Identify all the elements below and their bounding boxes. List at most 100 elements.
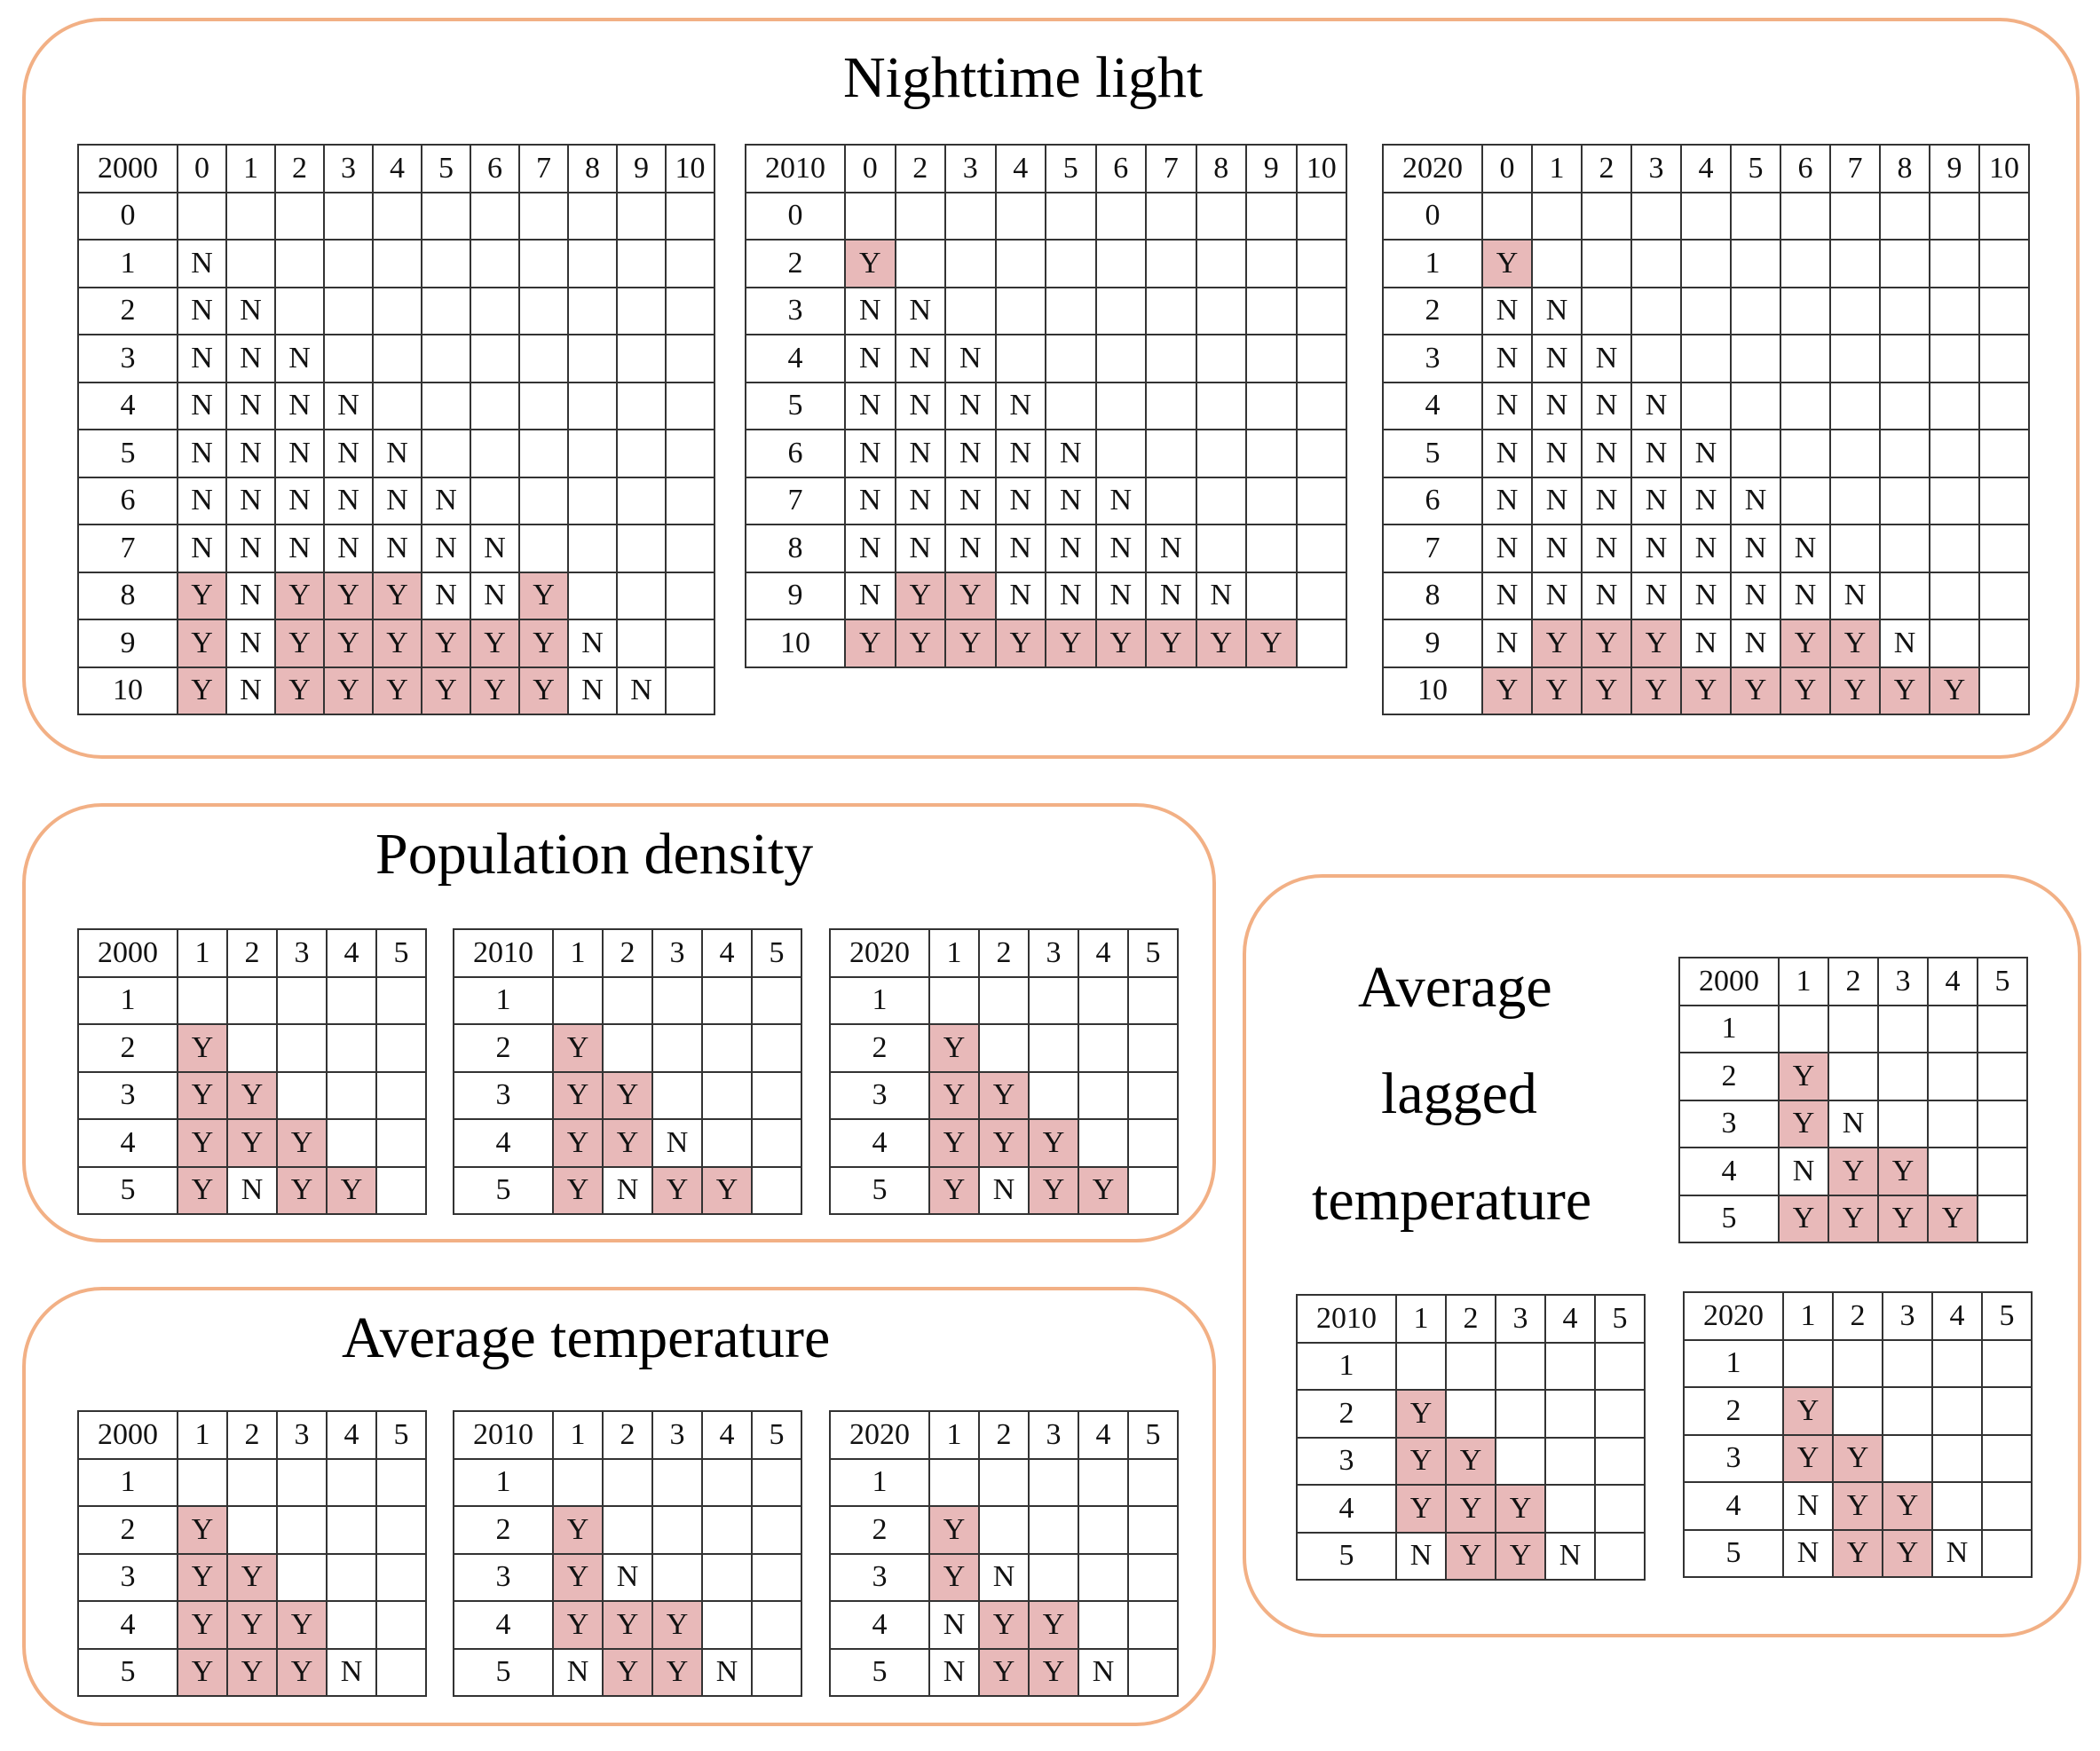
table-cell: [651, 1070, 703, 1120]
table-cell: [1295, 619, 1347, 668]
table-cell: [701, 1600, 753, 1650]
table-cell: [1929, 191, 1980, 241]
row-header: 3: [77, 334, 178, 383]
table-cell: [1245, 381, 1298, 430]
table-cell: N: [274, 429, 325, 478]
table-cell: [1780, 476, 1831, 525]
column-header: 4: [701, 928, 753, 978]
row-header: 4: [453, 1600, 554, 1650]
year-label: 2010: [453, 928, 554, 978]
table-cell: [665, 286, 715, 335]
table-cell: [751, 1118, 802, 1168]
table-cell: N: [844, 334, 896, 383]
header-row: 2020 1 2 3 4 5: [829, 1410, 1179, 1460]
table-average-temperature-2020: 2020 1 2 3 4 5 1 2 Y 3 Y N 4 N Y Y 5 N Y Y N: [829, 1410, 1179, 1697]
row-header: 1: [77, 975, 178, 1025]
table-cell: [372, 191, 422, 241]
table-cell: [616, 334, 667, 383]
table-cell: [1929, 239, 1980, 288]
table-cell: N: [994, 429, 1046, 478]
column-header: 3: [1877, 957, 1929, 1006]
table-cell: [326, 1457, 377, 1507]
row-header: 7: [745, 476, 846, 525]
table-cell: [665, 191, 715, 241]
table-cell: [375, 1023, 427, 1073]
table-cell: [616, 619, 667, 668]
table-cell: N: [1045, 429, 1097, 478]
table-cell: [421, 381, 471, 430]
table-cell: [1145, 334, 1197, 383]
row-header: 0: [745, 191, 846, 241]
table-cell: Y: [928, 1165, 980, 1215]
table-cell: [225, 191, 276, 241]
table-cell: [665, 334, 715, 383]
table-nighttime-light-2020: 2020 0 1 2 3 4 5 6 7 8 9 10 0 1 Y 2 N N 3 N N N 4 N N N N 5 N N N N N 6 N N…: [1382, 144, 2030, 715]
table-cell: [1927, 1099, 1978, 1148]
table-cell: [323, 334, 374, 383]
column-header: 9: [1245, 144, 1298, 193]
table-cell: N: [1481, 381, 1533, 430]
column-header: 4: [994, 144, 1046, 193]
column-header: 1: [552, 1410, 604, 1460]
table-cell: [226, 1505, 278, 1555]
table-cell: [1981, 1481, 2033, 1531]
row-header: 2: [829, 1023, 930, 1073]
table-cell: [1094, 429, 1147, 478]
table-cell: [1295, 286, 1347, 335]
row-header: 5: [745, 381, 846, 430]
column-header: 4: [1680, 144, 1732, 193]
table-cell: N: [323, 476, 374, 525]
table-cell: N: [1782, 1528, 1834, 1578]
table-cell: N: [177, 524, 227, 573]
table-cell: N: [1581, 524, 1632, 573]
column-header: 6: [1094, 144, 1147, 193]
table-cell: N: [1680, 524, 1732, 573]
table-cell: Y: [552, 1552, 604, 1602]
table-cell: Y: [1581, 666, 1632, 715]
table-cell: Y: [1832, 1528, 1883, 1578]
table-cell: [1929, 334, 1980, 383]
column-header: 5: [1127, 1410, 1179, 1460]
table-cell: N: [1094, 524, 1147, 573]
column-header: 1: [1395, 1294, 1447, 1344]
table-average-lagged-temperature-2020: 2020 1 2 3 4 5 1 2 Y 3 Y Y 4 N Y Y 5 N Y Y N: [1683, 1291, 2033, 1578]
table-row: 10 Y N Y Y Y Y Y Y N N: [77, 666, 715, 715]
table-cell: [276, 1457, 328, 1507]
row-header: 4: [453, 1118, 554, 1168]
table-cell: [518, 381, 569, 430]
table-cell: N: [1045, 476, 1097, 525]
table-cell: [1127, 1070, 1179, 1120]
table-cell: N: [1481, 286, 1533, 335]
table-cell: [978, 1023, 1030, 1073]
row-header: 3: [453, 1552, 554, 1602]
table-cell: [1094, 334, 1147, 383]
table-cell: [944, 239, 997, 288]
table-cell: [552, 1457, 604, 1507]
table-cell: Y: [1730, 666, 1781, 715]
column-header: 4: [326, 928, 377, 978]
table-cell: [1028, 1505, 1079, 1555]
column-header: 3: [944, 144, 997, 193]
row-header: 3: [1683, 1433, 1784, 1483]
table-cell: [1981, 1433, 2033, 1483]
table-cell: Y: [274, 666, 325, 715]
table-cell: [1495, 1341, 1546, 1391]
table-cell: Y: [1145, 619, 1197, 668]
table-cell: Y: [1879, 666, 1930, 715]
table-cell: [751, 1600, 802, 1650]
column-header: 2: [602, 928, 653, 978]
table-cell: N: [372, 524, 422, 573]
row-header: 5: [1296, 1531, 1397, 1581]
table-cell: [326, 1070, 377, 1120]
row-header: 4: [829, 1118, 930, 1168]
table-cell: [1145, 476, 1197, 525]
table-cell: Y: [276, 1118, 328, 1168]
table-cell: Y: [1445, 1436, 1496, 1486]
